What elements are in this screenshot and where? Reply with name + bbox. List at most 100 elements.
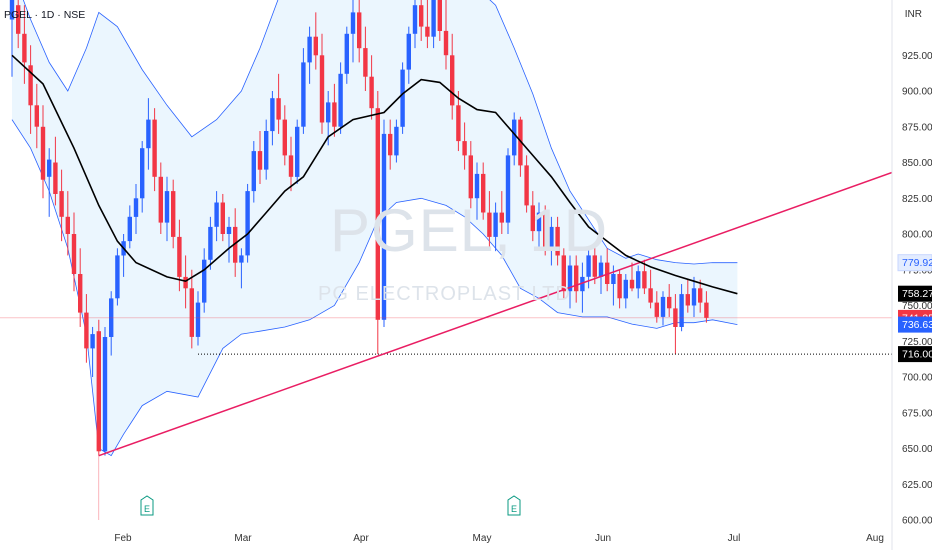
candle-body [295,126,300,177]
candle-body [648,288,653,303]
candle-body [518,119,523,166]
candle-body [450,55,455,106]
candle-body [301,62,306,127]
candle-body [667,296,672,309]
candle-body [685,294,690,306]
upper-band-label-bg [897,254,932,272]
candle-body [474,173,480,199]
candle-body [208,226,213,260]
price-tick-label: 650.00 [902,444,932,455]
candle-body [245,191,250,256]
candle-body [493,212,498,237]
candle-body [233,226,238,263]
candle-body [28,65,33,106]
candle-body [65,216,70,234]
candle-body [164,191,170,223]
candle-body [90,334,95,349]
candle-body [177,236,182,277]
candle-body [375,108,380,320]
time-tick-label: Feb [114,533,132,544]
candle-body [443,30,449,56]
candle-body [567,265,573,292]
earnings-marker[interactable]: E [507,495,521,516]
lower-band-label: 736.63 [902,319,932,331]
earnings-label: E [144,504,150,514]
candle-body [202,259,207,303]
candle-body [288,155,294,177]
candle-body [530,205,535,232]
candle-body [425,26,430,37]
price-axis[interactable]: 600.00 625.00 650.00 675.00 700.00 725.00 750.… [891,0,932,550]
candle-body [499,212,504,223]
candle-body [388,133,393,156]
time-tick-label: Apr [353,533,369,544]
candle-body [381,133,387,320]
candle-body [704,302,709,318]
candle-body [78,274,83,313]
support-label-bg [898,346,932,363]
candle-body [158,176,163,223]
candle-body [22,33,27,63]
candle-body [555,226,560,256]
candle-body [115,255,120,299]
candle-body [102,337,108,452]
chart-lines [0,54,893,520]
candle-body [617,274,622,299]
candle-body [127,216,132,242]
candle-body [400,69,405,127]
price-tick-label: 850.00 [902,158,932,169]
candle-body [326,102,331,123]
earnings-marker[interactable]: E [140,495,154,516]
candle-body [363,48,368,77]
candle-body [195,302,201,337]
candle-body [276,98,281,120]
candle-body [313,36,318,56]
price-tick-label: 675.00 [902,408,932,419]
price-tick-label: 875.00 [902,122,932,133]
upper-band-line [22,0,738,265]
candle-body [679,294,684,327]
time-tick-label: Aug [866,533,884,544]
candle-body [307,36,312,63]
candle-body [133,198,139,217]
price-tick-label: 825.00 [902,194,932,205]
candle-body [369,76,374,109]
earnings-icon [507,495,521,516]
candle-body [394,126,399,156]
candle-body [419,5,424,27]
candle-body [462,141,467,156]
price-tick-label: 700.00 [902,373,932,384]
candle-body [338,73,343,127]
candle-body [152,119,157,177]
symbol-title: PGEL · 1D · NSE [4,9,86,21]
candle-body [319,55,325,123]
currency-label: INR [904,9,922,20]
candle-body [654,302,659,317]
candle-body [549,226,554,249]
candle-body [636,271,641,289]
candle-body [543,212,548,249]
candle-body [623,279,628,299]
candle-body [16,5,21,34]
moving-average-label-bg [898,285,932,302]
candle-body [437,0,442,32]
candle-body [183,276,188,289]
time-tick-label: May [473,533,492,544]
candle-body [629,279,635,289]
upper-band-label: 779.92 [902,257,932,269]
time-axis[interactable]: Feb Mar Apr May Jun Jul Aug E E [114,495,884,544]
candle-body [282,119,287,156]
candle-body [574,265,579,292]
candle-body [332,102,337,127]
candle-body [598,262,604,277]
candle-body [171,191,176,237]
candle-body [580,276,585,292]
candles [9,0,709,456]
candle-body [350,12,356,34]
candle-body [660,296,666,317]
price-tick-label: 600.00 [902,516,932,527]
candle-body [226,226,232,234]
candle-body [257,151,263,170]
band-fill [12,0,738,456]
